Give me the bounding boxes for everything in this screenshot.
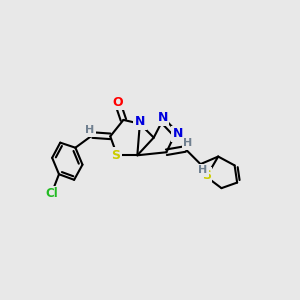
Text: H: H: [183, 138, 193, 148]
Text: H: H: [198, 166, 208, 176]
Text: H: H: [85, 125, 94, 135]
Text: N: N: [158, 111, 168, 124]
Text: Cl: Cl: [46, 188, 58, 200]
Text: O: O: [112, 96, 123, 109]
Text: S: S: [111, 149, 120, 162]
Text: N: N: [135, 115, 145, 128]
Text: S: S: [202, 169, 211, 182]
Text: N: N: [173, 127, 184, 140]
